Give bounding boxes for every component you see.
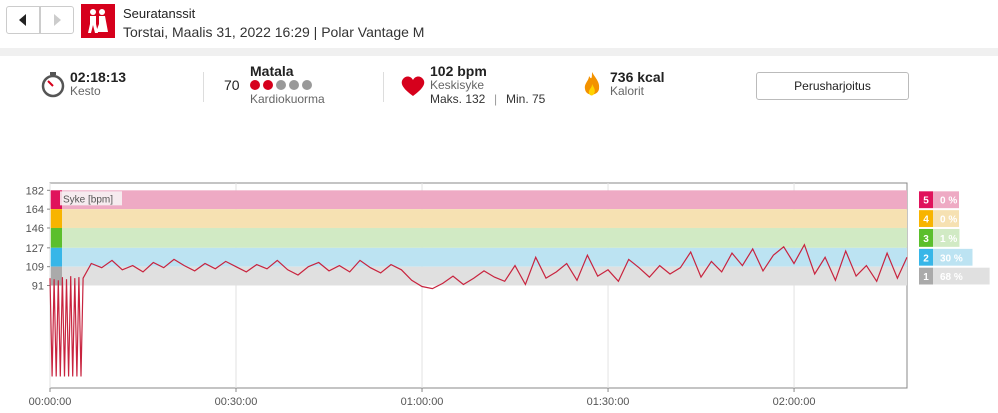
sport-profile-button[interactable]: Perusharjoitus xyxy=(756,72,909,100)
zone-legend-name: 5 xyxy=(923,196,929,207)
zone-marker xyxy=(51,266,62,286)
flame-icon xyxy=(584,72,600,96)
heart-rate-label: Keskisyke xyxy=(430,78,485,92)
load-dots xyxy=(250,80,312,90)
sport-icon xyxy=(81,4,115,38)
zone-legend-swatch xyxy=(919,248,933,266)
zone-legend-value: 68 % xyxy=(940,272,963,283)
heart-icon xyxy=(401,76,425,96)
load-dot xyxy=(250,80,260,90)
separator xyxy=(383,72,384,102)
load-dot xyxy=(302,80,312,90)
zone-marker xyxy=(51,227,62,248)
y-axis-label: Syke [bpm] xyxy=(63,194,113,205)
zone-legend-bar xyxy=(933,210,959,227)
zone-band xyxy=(50,209,907,228)
y-tick-label: 164 xyxy=(26,204,44,216)
zone-legend-bar xyxy=(933,267,990,285)
summary-panel xyxy=(6,56,992,116)
load-dot xyxy=(276,80,286,90)
divider xyxy=(0,48,998,56)
y-label-box xyxy=(60,191,122,206)
zone-band xyxy=(50,247,907,267)
x-tick-label: 00:00:00 xyxy=(29,396,72,408)
max-heart-rate: Maks. 132 xyxy=(430,92,486,106)
top-bar: Seuratanssit Torstai, Maalis 31, 2022 16… xyxy=(0,0,998,48)
x-tick-label: 01:30:00 xyxy=(587,396,630,408)
heart-rate-line xyxy=(49,243,908,377)
zone-legend-swatch xyxy=(919,267,933,285)
x-tick-label: 02:00:00 xyxy=(773,396,816,408)
zone-band xyxy=(50,266,907,286)
zone-legend-name: 3 xyxy=(923,234,929,245)
cardio-load: 70 xyxy=(224,77,240,93)
y-tick-label: 182 xyxy=(26,185,44,197)
zone-legend-bar xyxy=(933,191,959,209)
clock-icon xyxy=(41,72,65,98)
x-tick-label: 00:30:00 xyxy=(215,396,258,408)
load-dot xyxy=(263,80,273,90)
back-button[interactable] xyxy=(6,6,40,34)
duration: 02:18:13 xyxy=(70,69,127,85)
y-tick-label: 127 xyxy=(26,243,44,255)
zone-legend-swatch xyxy=(919,228,933,247)
zone-legend-bar xyxy=(933,228,960,247)
zone-band xyxy=(50,190,907,210)
back-icon xyxy=(19,14,26,26)
zone-legend-value: 0 % xyxy=(940,196,957,207)
zone-legend-value: 30 % xyxy=(940,253,963,264)
x-tick-label: 01:00:00 xyxy=(401,396,444,408)
zone-marker xyxy=(51,190,62,210)
avg-heart-rate: 102 bpm xyxy=(430,63,487,79)
load-dot xyxy=(289,80,299,90)
zone-band xyxy=(50,227,907,248)
zone-legend-swatch xyxy=(919,191,933,209)
zone-marker xyxy=(51,209,62,228)
zone-legend-name: 4 xyxy=(923,215,929,226)
calories-label: Kalorit xyxy=(610,84,645,98)
zone-legend-name: 1 xyxy=(923,272,929,283)
forward-button[interactable] xyxy=(40,6,74,34)
calories: 736 kcal xyxy=(610,69,665,85)
min-heart-rate: Min. 75 xyxy=(506,92,546,106)
hr-separator: | xyxy=(494,92,498,106)
load-label: Kardiokuorma xyxy=(250,92,325,106)
y-tick-label: 146 xyxy=(26,223,44,235)
sport-name: Seuratanssit xyxy=(123,6,196,21)
zone-marker xyxy=(51,247,62,267)
y-tick-label: 91 xyxy=(32,281,44,293)
y-tick-label: 109 xyxy=(26,262,44,274)
zone-legend-value: 1 % xyxy=(940,234,957,245)
zone-legend-name: 2 xyxy=(923,253,929,264)
forward-icon xyxy=(54,14,61,26)
zone-legend-bar xyxy=(933,248,973,266)
zone-legend-value: 0 % xyxy=(940,215,957,226)
duration-label: Kesto xyxy=(70,84,101,98)
heart-rate-chart: 00:00:00 00:30:00 01:00:00 01:30:00 02:00:00… xyxy=(26,182,990,408)
load-level: Matala xyxy=(250,63,294,79)
session-details: Torstai, Maalis 31, 2022 16:29 | Polar V… xyxy=(123,24,425,40)
zone-legend-swatch xyxy=(919,210,933,227)
separator xyxy=(203,72,204,102)
